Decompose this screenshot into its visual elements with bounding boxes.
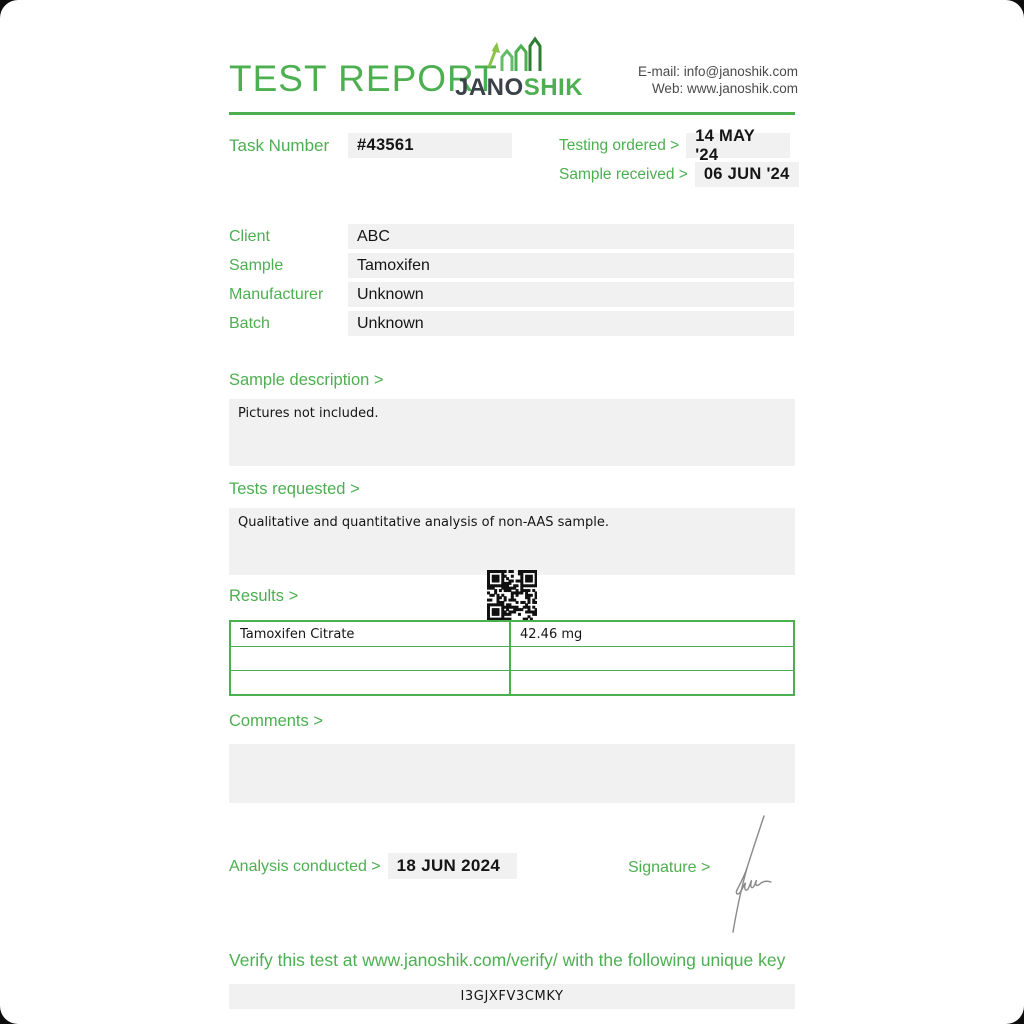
result-amount: 42.46 mg xyxy=(520,626,583,642)
manufacturer-field: Unknown xyxy=(348,282,794,307)
analysis-date-field: 18 JUN 2024 xyxy=(387,853,517,879)
page-title: TEST REPORT xyxy=(229,58,498,99)
sample-label: Sample xyxy=(229,257,284,274)
logo-jano: JANO xyxy=(455,74,524,101)
testing-ordered-row: Testing ordered > 14 MAY '24 xyxy=(559,127,791,164)
task-number-label: Task Number xyxy=(229,136,330,155)
sample-received-label: Sample received > xyxy=(559,166,688,183)
signature-scrawl xyxy=(718,812,782,940)
growth-chart-icon xyxy=(484,35,542,73)
manufacturer-value: Unknown xyxy=(357,285,424,303)
result-analyte: Tamoxifen Citrate xyxy=(231,622,511,646)
contact-email: E-mail: info@janoshik.com xyxy=(637,64,798,79)
manufacturer-label: Manufacturer xyxy=(229,286,324,303)
analysis-conducted-row: Analysis conducted > 18 JUN 2024 xyxy=(229,853,517,879)
unique-key-value: I3GJXFV3CMKY xyxy=(460,989,564,1004)
logo-shik: SHIK xyxy=(523,74,584,101)
results-row xyxy=(231,670,793,694)
sample-description-box: Pictures not included. xyxy=(229,399,795,466)
batch-label: Batch xyxy=(229,315,270,332)
tests-requested-text: Qualitative and quantitative analysis of… xyxy=(238,515,610,530)
client-value: ABC xyxy=(357,227,390,245)
client-label: Client xyxy=(229,228,270,245)
signature-label: Signature > xyxy=(628,859,711,876)
comments-heading: Comments > xyxy=(229,712,323,730)
sample-value: Tamoxifen xyxy=(357,256,430,274)
unique-key-field: I3GJXFV3CMKY xyxy=(229,984,795,1009)
result-amount xyxy=(511,647,793,670)
testing-ordered-label: Testing ordered > xyxy=(559,137,680,154)
results-row xyxy=(231,646,793,670)
sample-received-value: 06 JUN '24 xyxy=(703,165,790,183)
header-divider xyxy=(229,112,795,115)
tests-requested-heading: Tests requested > xyxy=(229,480,360,498)
contact-web: Web: www.janoshik.com xyxy=(651,81,798,96)
sample-received-row: Sample received > 06 JUN '24 xyxy=(559,162,799,187)
analysis-date-value: 18 JUN 2024 xyxy=(396,856,501,875)
tests-requested-box: Qualitative and quantitative analysis of… xyxy=(229,508,795,575)
analysis-conducted-label: Analysis conducted > xyxy=(229,857,381,875)
result-analyte xyxy=(231,671,511,694)
verify-text: Verify this test at www.janoshik.com/ver… xyxy=(229,950,786,970)
qr-code xyxy=(487,570,538,621)
client-field: ABC xyxy=(348,224,794,249)
result-analyte xyxy=(231,647,511,670)
sample-field: Tamoxifen xyxy=(348,253,794,278)
batch-value: Unknown xyxy=(357,314,424,332)
results-row: Tamoxifen Citrate 42.46 mg xyxy=(231,622,793,646)
results-table: Tamoxifen Citrate 42.46 mg xyxy=(229,620,795,696)
task-number-value: #43561 xyxy=(357,136,414,154)
sample-received-field: 06 JUN '24 xyxy=(694,162,799,187)
batch-field: Unknown xyxy=(348,311,794,336)
sample-description-heading: Sample description > xyxy=(229,371,384,389)
sample-description-text: Pictures not included. xyxy=(238,406,379,421)
results-heading: Results > xyxy=(229,587,299,605)
contact-block: E-mail: info@janoshik.com Web: www.janos… xyxy=(598,63,798,97)
result-amount xyxy=(511,671,793,694)
testing-ordered-value: 14 MAY '24 xyxy=(695,126,755,164)
task-number-field: #43561 xyxy=(348,133,512,158)
testing-ordered-field: 14 MAY '24 xyxy=(686,127,791,164)
comments-box xyxy=(229,744,795,803)
logo-wordmark: JANOSHIK xyxy=(455,74,583,102)
